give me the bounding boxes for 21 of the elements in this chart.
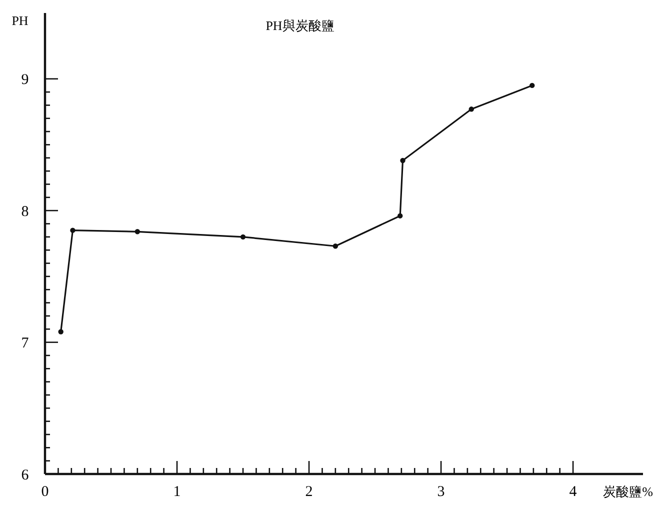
x-tick-label: 0 bbox=[41, 484, 49, 500]
y-tick-label: 6 bbox=[21, 467, 30, 484]
point bbox=[468, 106, 474, 112]
x-axis-title: 炭酸鹽% bbox=[603, 484, 654, 499]
chart-title: PH與炭酸鹽 bbox=[266, 18, 334, 33]
point bbox=[398, 213, 403, 218]
point bbox=[332, 244, 338, 249]
point bbox=[530, 82, 535, 88]
point bbox=[134, 229, 140, 234]
x-tick-label: 1 bbox=[173, 484, 181, 500]
point bbox=[400, 158, 406, 164]
point bbox=[58, 329, 64, 334]
point bbox=[240, 234, 246, 240]
y-tick-label: 7 bbox=[21, 336, 30, 352]
x-tick-label: 3 bbox=[437, 484, 445, 500]
y-tick-label: 9 bbox=[21, 72, 29, 88]
x-tick-label: 2 bbox=[305, 484, 313, 500]
point bbox=[70, 228, 76, 233]
y-tick-label: 8 bbox=[21, 204, 29, 220]
y-axis-title: PH bbox=[12, 13, 28, 28]
x-tick-label: 4 bbox=[569, 484, 578, 500]
